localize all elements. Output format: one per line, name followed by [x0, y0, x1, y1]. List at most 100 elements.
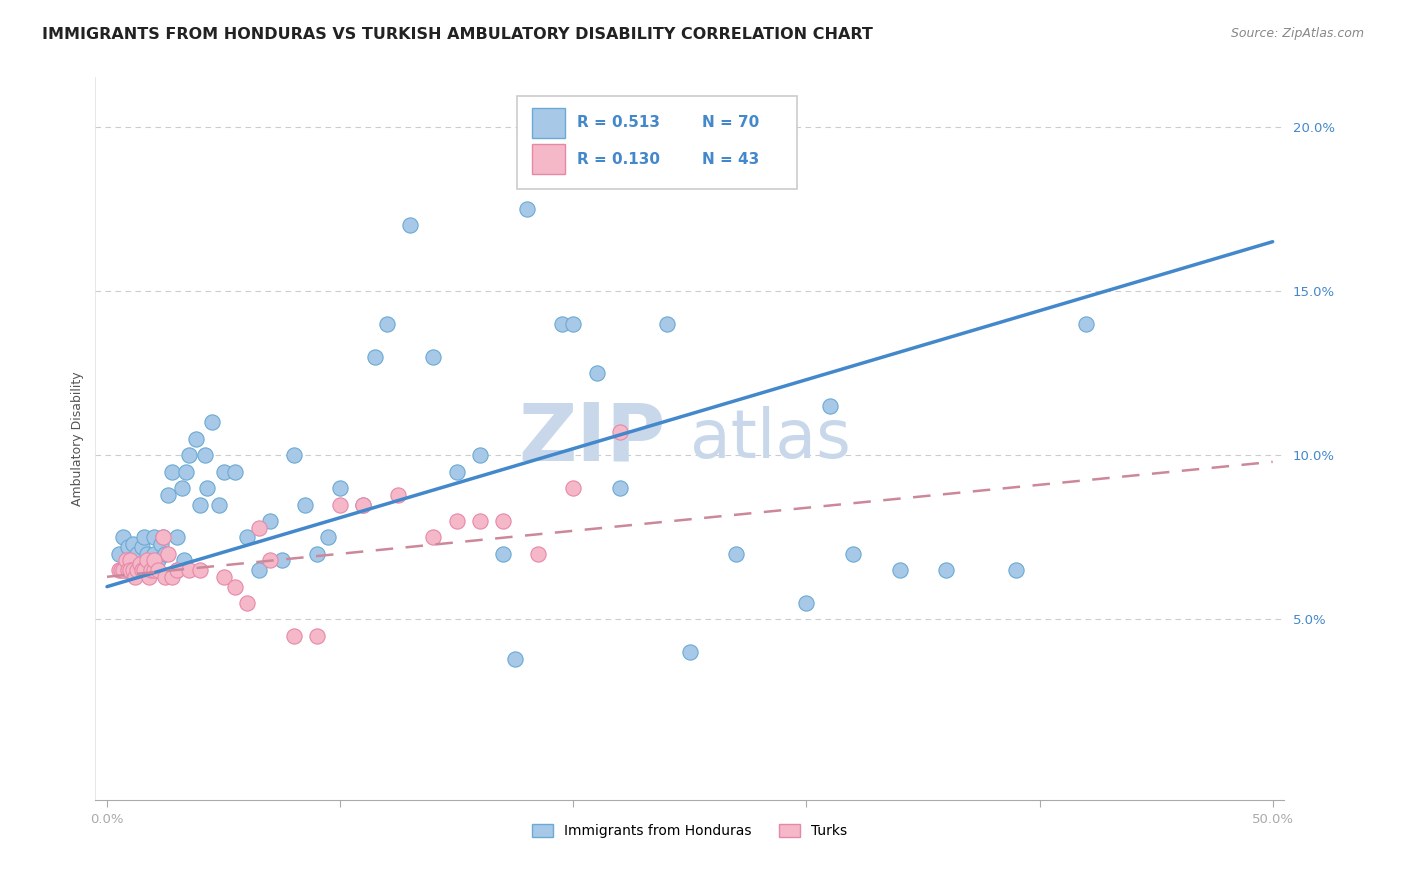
Point [156, 547, 179, 561]
Text: N = 70: N = 70 [702, 115, 759, 130]
Point [117, 540, 139, 554]
Point [117, 563, 139, 577]
Point [655, 317, 678, 331]
Point [131, 563, 153, 577]
Point [142, 547, 165, 561]
Point [818, 399, 841, 413]
Point [112, 530, 135, 544]
Point [259, 553, 281, 567]
Point [177, 448, 200, 462]
Point [796, 596, 818, 610]
Point [259, 514, 281, 528]
Point [138, 570, 160, 584]
Point [107, 563, 129, 577]
Point [166, 563, 188, 577]
Point [107, 547, 129, 561]
Point [127, 563, 149, 577]
Point [124, 570, 146, 584]
Point [174, 465, 197, 479]
Point [162, 465, 184, 479]
Point [195, 481, 218, 495]
Point [188, 563, 211, 577]
Point [124, 563, 146, 577]
Point [114, 553, 136, 567]
Text: atlas: atlas [690, 406, 851, 472]
Point [422, 350, 444, 364]
Text: IMMIGRANTS FROM HONDURAS VS TURKISH AMBULATORY DISABILITY CORRELATION CHART: IMMIGRANTS FROM HONDURAS VS TURKISH AMBU… [42, 27, 873, 42]
Point [155, 570, 177, 584]
Legend: Immigrants from Honduras, Turks: Immigrants from Honduras, Turks [527, 819, 853, 844]
Point [128, 557, 150, 571]
Point [208, 498, 231, 512]
Text: N = 43: N = 43 [702, 152, 759, 167]
Point [114, 563, 136, 577]
Point [270, 553, 292, 567]
Point [194, 448, 217, 462]
Point [120, 553, 142, 567]
Point [184, 432, 207, 446]
Point [142, 530, 165, 544]
Point [162, 570, 184, 584]
Point [156, 488, 179, 502]
Point [121, 563, 143, 577]
Point [212, 570, 235, 584]
Point [138, 553, 160, 567]
Point [935, 563, 957, 577]
Point [247, 520, 270, 534]
Point [609, 425, 631, 440]
Point [283, 629, 305, 643]
Point [387, 488, 409, 502]
Point [135, 547, 157, 561]
Point [516, 202, 538, 216]
Point [121, 537, 143, 551]
FancyBboxPatch shape [517, 95, 797, 189]
Point [127, 547, 149, 561]
Point [112, 563, 135, 577]
Point [236, 596, 259, 610]
Point [188, 498, 211, 512]
Point [609, 481, 631, 495]
Point [141, 563, 163, 577]
Point [201, 416, 224, 430]
Text: Source: ZipAtlas.com: Source: ZipAtlas.com [1230, 27, 1364, 40]
Point [135, 553, 157, 567]
Text: ZIP: ZIP [519, 400, 666, 478]
Point [375, 317, 398, 331]
Point [399, 219, 422, 233]
Point [224, 580, 246, 594]
Point [468, 448, 491, 462]
Point [173, 553, 195, 567]
Point [562, 317, 585, 331]
Point [155, 547, 177, 561]
Point [318, 530, 340, 544]
Point [142, 563, 165, 577]
Point [236, 530, 259, 544]
Point [152, 530, 174, 544]
Point [224, 465, 246, 479]
Point [247, 563, 270, 577]
Y-axis label: Ambulatory Disability: Ambulatory Disability [72, 371, 84, 506]
Point [120, 553, 142, 567]
Point [294, 498, 316, 512]
Point [152, 530, 174, 544]
Point [142, 553, 165, 567]
Point [329, 481, 352, 495]
Point [585, 366, 607, 380]
Point [550, 317, 572, 331]
Point [1076, 317, 1098, 331]
Point [110, 563, 132, 577]
Point [468, 514, 491, 528]
Point [725, 547, 748, 561]
FancyBboxPatch shape [531, 108, 565, 138]
Point [166, 563, 188, 577]
Point [352, 498, 374, 512]
Point [305, 629, 328, 643]
Point [446, 465, 468, 479]
Point [492, 547, 515, 561]
Point [1005, 563, 1028, 577]
Point [177, 563, 200, 577]
Point [352, 498, 374, 512]
Point [131, 540, 153, 554]
Point [145, 563, 167, 577]
Point [212, 465, 235, 479]
